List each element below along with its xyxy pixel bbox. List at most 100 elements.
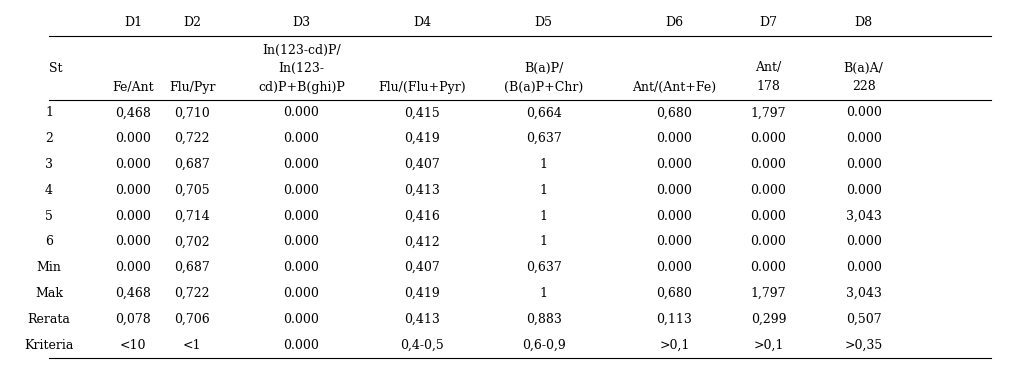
- Text: 0.000: 0.000: [656, 132, 693, 145]
- Text: 3: 3: [45, 158, 53, 171]
- Text: 1: 1: [540, 184, 548, 197]
- Text: >0,1: >0,1: [659, 339, 690, 351]
- Text: D3: D3: [292, 15, 311, 28]
- Text: 0,710: 0,710: [175, 106, 210, 119]
- Text: 0.000: 0.000: [283, 287, 320, 300]
- Text: 6: 6: [45, 236, 53, 248]
- Text: 0,407: 0,407: [405, 158, 439, 171]
- Text: Ant/: Ant/: [755, 61, 782, 74]
- Text: 0.000: 0.000: [283, 158, 320, 171]
- Text: 0.000: 0.000: [114, 236, 151, 248]
- Text: 0,680: 0,680: [656, 287, 693, 300]
- Text: Ant/(Ant+Fe): Ant/(Ant+Fe): [633, 81, 716, 93]
- Text: 3,043: 3,043: [845, 287, 882, 300]
- Text: 3,043: 3,043: [845, 210, 882, 223]
- Text: 0,680: 0,680: [656, 106, 693, 119]
- Text: cd)P+B(ghi)P: cd)P+B(ghi)P: [258, 81, 345, 93]
- Text: 0.000: 0.000: [114, 184, 151, 197]
- Text: D7: D7: [759, 15, 778, 28]
- Text: 1,797: 1,797: [751, 106, 786, 119]
- Text: Min: Min: [37, 261, 61, 274]
- Text: 1: 1: [45, 106, 53, 119]
- Text: 0,412: 0,412: [405, 236, 439, 248]
- Text: 0.000: 0.000: [750, 236, 787, 248]
- Text: 0.000: 0.000: [656, 261, 693, 274]
- Text: 2: 2: [45, 132, 53, 145]
- Text: 0,722: 0,722: [175, 287, 210, 300]
- Text: 0,078: 0,078: [115, 313, 150, 326]
- Text: 0,702: 0,702: [175, 236, 210, 248]
- Text: 1,797: 1,797: [751, 287, 786, 300]
- Text: 0,664: 0,664: [525, 106, 562, 119]
- Text: 1: 1: [540, 210, 548, 223]
- Text: 0,714: 0,714: [175, 210, 210, 223]
- Text: 0.000: 0.000: [283, 313, 320, 326]
- Text: In(123-cd)P/: In(123-cd)P/: [262, 43, 341, 57]
- Text: Mak: Mak: [35, 287, 63, 300]
- Text: 1: 1: [540, 158, 548, 171]
- Text: 1: 1: [540, 287, 548, 300]
- Text: 0.000: 0.000: [283, 261, 320, 274]
- Text: 0,637: 0,637: [526, 132, 561, 145]
- Text: 0,407: 0,407: [405, 261, 439, 274]
- Text: 0.000: 0.000: [283, 184, 320, 197]
- Text: 0.000: 0.000: [656, 210, 693, 223]
- Text: 0,419: 0,419: [405, 132, 439, 145]
- Text: 0,468: 0,468: [114, 106, 151, 119]
- Text: 0,413: 0,413: [404, 184, 440, 197]
- Text: >0,35: >0,35: [844, 339, 883, 351]
- Text: D5: D5: [535, 15, 553, 28]
- Text: Rerata: Rerata: [28, 313, 71, 326]
- Text: >0,1: >0,1: [753, 339, 784, 351]
- Text: 0,416: 0,416: [404, 210, 440, 223]
- Text: 0,113: 0,113: [656, 313, 693, 326]
- Text: 0.000: 0.000: [750, 184, 787, 197]
- Text: Fe/Ant: Fe/Ant: [112, 81, 153, 93]
- Text: B(a)A/: B(a)A/: [843, 61, 884, 74]
- Text: <10: <10: [120, 339, 146, 351]
- Text: 0.000: 0.000: [845, 132, 882, 145]
- Text: 0,687: 0,687: [175, 261, 210, 274]
- Text: 0,507: 0,507: [846, 313, 881, 326]
- Text: Flu/Pyr: Flu/Pyr: [169, 81, 216, 93]
- Text: 178: 178: [756, 81, 781, 93]
- Text: 0,705: 0,705: [175, 184, 210, 197]
- Text: 0,4-0,5: 0,4-0,5: [401, 339, 444, 351]
- Text: D1: D1: [124, 15, 142, 28]
- Text: 0.000: 0.000: [283, 106, 320, 119]
- Text: 0,706: 0,706: [175, 313, 210, 326]
- Text: In(123-: In(123-: [278, 61, 325, 74]
- Text: Flu/(Flu+Pyr): Flu/(Flu+Pyr): [378, 81, 466, 93]
- Text: 0,415: 0,415: [405, 106, 439, 119]
- Text: 0,413: 0,413: [404, 313, 440, 326]
- Text: 0.000: 0.000: [283, 339, 320, 351]
- Text: 0,468: 0,468: [114, 287, 151, 300]
- Text: 0,299: 0,299: [751, 313, 786, 326]
- Text: D2: D2: [183, 15, 201, 28]
- Text: 0.000: 0.000: [750, 132, 787, 145]
- Text: 0.000: 0.000: [845, 106, 882, 119]
- Text: 0.000: 0.000: [283, 236, 320, 248]
- Text: 1: 1: [540, 236, 548, 248]
- Text: 0.000: 0.000: [845, 158, 882, 171]
- Text: 0.000: 0.000: [750, 158, 787, 171]
- Text: St: St: [49, 61, 62, 74]
- Text: 0.000: 0.000: [114, 132, 151, 145]
- Text: 0,419: 0,419: [405, 287, 439, 300]
- Text: 0,722: 0,722: [175, 132, 210, 145]
- Text: 228: 228: [851, 81, 876, 93]
- Text: (B(a)P+Chr): (B(a)P+Chr): [504, 81, 584, 93]
- Text: 0.000: 0.000: [114, 210, 151, 223]
- Text: 4: 4: [45, 184, 53, 197]
- Text: 0,637: 0,637: [526, 261, 561, 274]
- Text: 5: 5: [45, 210, 53, 223]
- Text: 0.000: 0.000: [656, 158, 693, 171]
- Text: 0.000: 0.000: [845, 261, 882, 274]
- Text: 0.000: 0.000: [656, 184, 693, 197]
- Text: 0,883: 0,883: [525, 313, 562, 326]
- Text: <1: <1: [183, 339, 201, 351]
- Text: 0.000: 0.000: [750, 261, 787, 274]
- Text: 0.000: 0.000: [283, 132, 320, 145]
- Text: D4: D4: [413, 15, 431, 28]
- Text: D8: D8: [854, 15, 873, 28]
